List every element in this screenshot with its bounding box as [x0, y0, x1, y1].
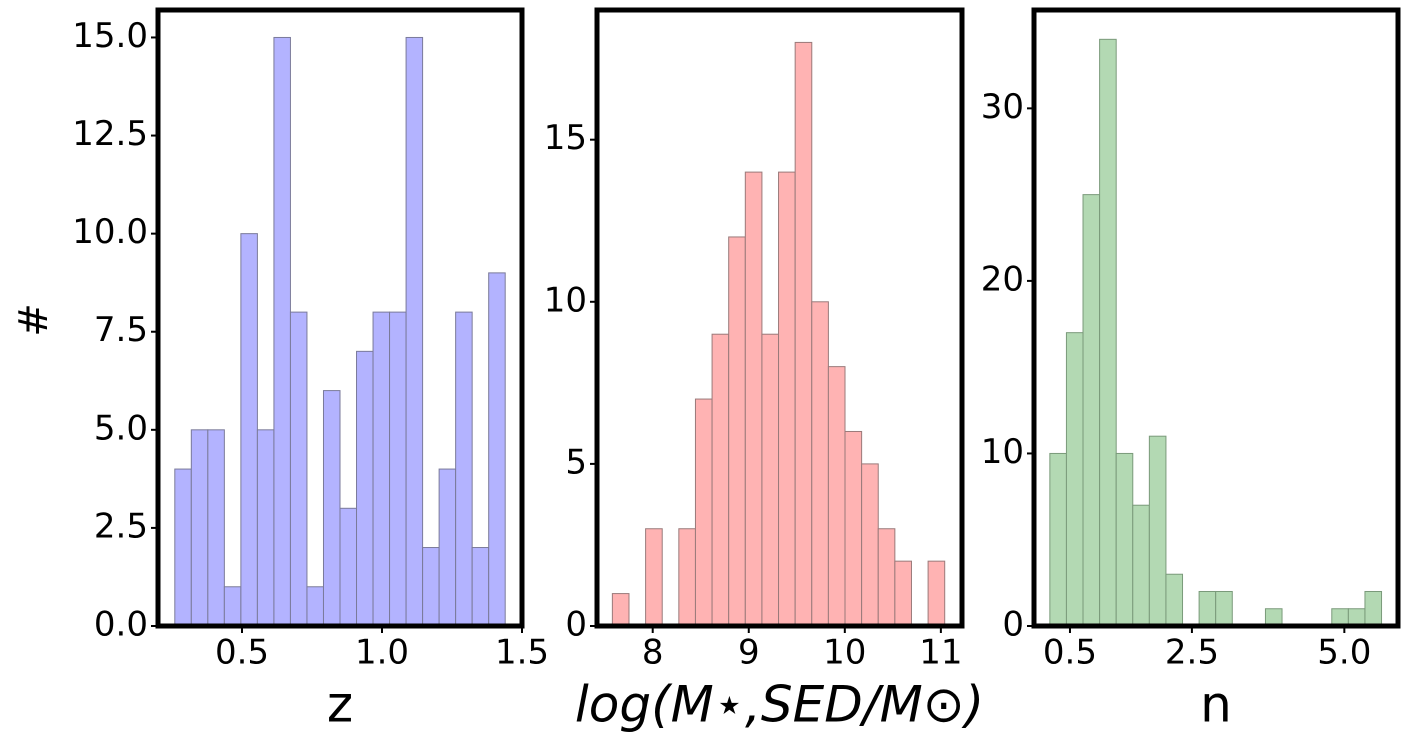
bar: [438, 468, 457, 627]
bar: [422, 547, 440, 627]
x-tick-label: 0.5: [215, 633, 269, 673]
bar: [306, 586, 324, 627]
bar: [190, 429, 209, 627]
bar: [877, 528, 896, 627]
x-axis-label: n: [1200, 676, 1232, 734]
bar: [1165, 573, 1184, 627]
bar: [471, 547, 490, 627]
bar: [1099, 38, 1117, 627]
bar: [861, 463, 879, 627]
x-tick-label: 8: [642, 633, 664, 673]
x-tick-label: 1.0: [355, 633, 409, 673]
bar: [455, 311, 473, 627]
x-tick-label: 10: [823, 633, 866, 673]
y-tick-label: 5: [565, 442, 587, 482]
y-tick-label: 15: [544, 118, 587, 158]
axes-frame: [1031, 7, 1401, 629]
y-tick-label: 30: [981, 87, 1024, 127]
bar: [778, 171, 796, 627]
x-tick-label: 2.5: [1165, 633, 1219, 673]
bar: [174, 468, 192, 627]
bar: [1264, 608, 1283, 627]
x-axis-label: log(M⋆,SED/M⊙): [575, 676, 984, 734]
bar: [711, 333, 730, 627]
bar: [356, 350, 374, 627]
bar: [273, 36, 291, 627]
bar: [1148, 435, 1167, 627]
bar: [694, 398, 713, 627]
bar: [223, 586, 242, 627]
bar: [207, 429, 225, 627]
bar: [794, 41, 813, 627]
y-tick-label: 5.0: [94, 408, 148, 448]
y-tick-label: 10.0: [72, 212, 148, 252]
bar: [240, 233, 258, 627]
y-tick-label: 12.5: [72, 114, 148, 154]
axes-frame: [594, 7, 965, 629]
y-tick-label: 10: [544, 280, 587, 320]
x-tick-label: 1.5: [495, 633, 549, 673]
y-tick-label: 20: [981, 259, 1024, 299]
bar: [611, 593, 630, 627]
bar: [1347, 608, 1366, 627]
bar: [389, 311, 407, 627]
y-tick-label: 0: [565, 605, 587, 645]
bar: [405, 36, 424, 627]
bar: [827, 366, 846, 627]
y-tick-label: 0: [1002, 605, 1024, 645]
bar: [339, 507, 358, 627]
bar: [645, 528, 663, 627]
x-tick-label: 9: [738, 633, 760, 673]
y-tick-label: 10: [981, 432, 1024, 472]
x-tick-label: 5.0: [1317, 633, 1371, 673]
x-tick-label: 11: [919, 633, 962, 673]
y-tick-label: 15.0: [72, 16, 148, 56]
bar: [1082, 194, 1101, 627]
y-tick-label: 2.5: [94, 506, 148, 546]
bar: [811, 301, 829, 627]
bar: [322, 390, 341, 627]
bar: [744, 171, 763, 627]
bar: [1065, 332, 1084, 627]
bar: [894, 560, 912, 627]
bar: [1215, 590, 1233, 627]
bar: [488, 272, 506, 627]
y-tick-label: 7.5: [94, 310, 148, 350]
y-axis-label: #: [11, 303, 57, 337]
bar: [761, 333, 780, 627]
bar: [1115, 452, 1134, 627]
bar: [372, 311, 391, 627]
bar: [1331, 608, 1349, 627]
axes-frame: [155, 7, 525, 629]
bar: [289, 311, 308, 627]
bar: [1364, 590, 1383, 627]
bar: [927, 560, 946, 627]
x-axis-label: z: [327, 676, 353, 734]
x-tick-label: 0.5: [1043, 633, 1097, 673]
bar: [1132, 504, 1150, 627]
y-tick-label: 0.0: [94, 605, 148, 645]
bar: [728, 236, 746, 627]
bar: [844, 430, 863, 627]
bar: [678, 528, 696, 627]
bar: [256, 429, 275, 627]
bar: [1198, 590, 1217, 627]
bar: [1049, 452, 1067, 627]
